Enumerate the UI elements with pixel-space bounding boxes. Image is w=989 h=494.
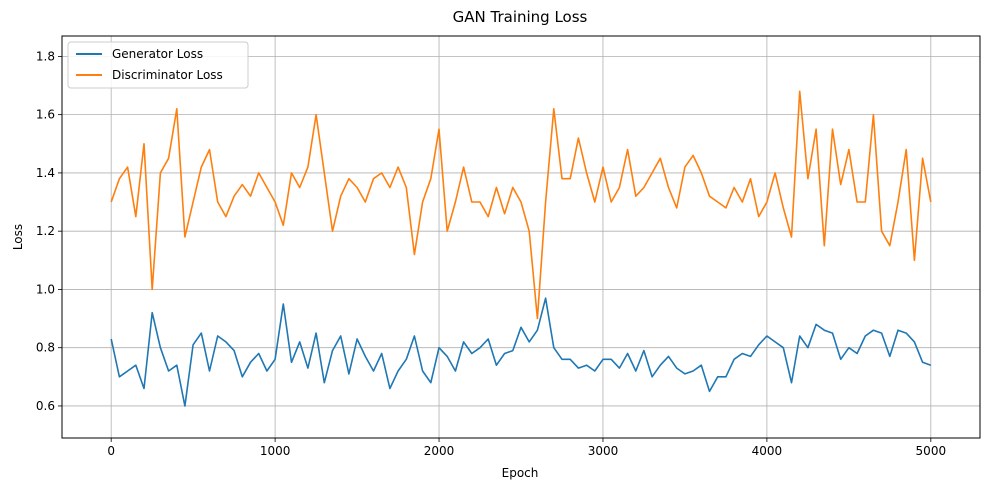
y-tick-label: 1.2 (36, 224, 55, 238)
x-tick-label: 3000 (588, 444, 619, 458)
series-layer (110, 90, 932, 407)
legend-box (67, 41, 249, 89)
legend: Generator Loss Discriminator Loss (67, 41, 249, 89)
y-tick-label: 1.6 (36, 108, 55, 122)
legend-label: Discriminator Loss (112, 68, 223, 82)
x-tick-label: 5000 (916, 444, 947, 458)
x-tick-label: 4000 (752, 444, 783, 458)
x-axis-label: Epoch (502, 466, 539, 480)
x-axis: 0 1000 2000 3000 4000 5000 (107, 438, 946, 458)
y-axis-label: Loss (11, 224, 25, 250)
y-tick-label: 1.0 (36, 282, 55, 296)
legend-label: Generator Loss (112, 47, 203, 61)
plot-frame (61, 35, 981, 439)
y-tick-label: 1.4 (36, 166, 55, 180)
x-tick-label: 1000 (260, 444, 291, 458)
series-line-generator (110, 297, 932, 407)
x-tick-label: 0 (107, 444, 115, 458)
y-tick-label: 0.8 (36, 341, 55, 355)
series-line-discriminator (110, 90, 932, 320)
x-tick-label: 2000 (424, 444, 455, 458)
chart-title: GAN Training Loss (453, 8, 588, 26)
y-tick-label: 0.6 (36, 399, 55, 413)
y-tick-label: 1.8 (36, 49, 55, 63)
y-axis: 0.6 0.8 1.0 1.2 1.4 1.6 1.8 (36, 49, 62, 413)
